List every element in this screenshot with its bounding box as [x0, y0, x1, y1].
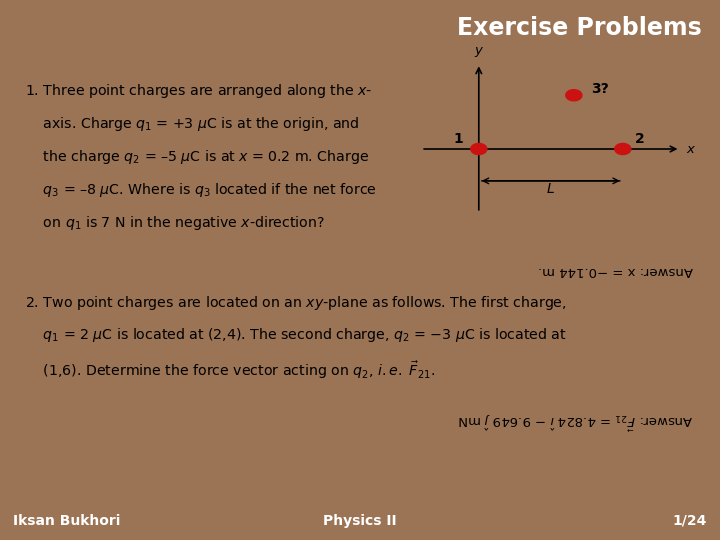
Text: Answer: $\vec{F}_{21}$ = 4.824 $\hat{\imath}$ $-$ 9.649 $\hat{\jmath}$ mN: Answer: $\vec{F}_{21}$ = 4.824 $\hat{\im… — [458, 410, 693, 430]
Text: $y$: $y$ — [474, 45, 484, 59]
Text: 1. Three point charges are arranged along the $x$-: 1. Three point charges are arranged alon… — [25, 82, 373, 100]
Text: Iksan Bukhori: Iksan Bukhori — [13, 514, 120, 528]
Text: on $q_1$ is 7 N in the negative $x$-direction?: on $q_1$ is 7 N in the negative $x$-dire… — [25, 214, 325, 232]
Text: 1: 1 — [454, 132, 464, 146]
Text: the charge $q_2$ = –5 $\mu$C is at $x$ = 0.2 m. Charge: the charge $q_2$ = –5 $\mu$C is at $x$ =… — [25, 148, 369, 166]
Text: Physics II: Physics II — [323, 514, 397, 528]
Circle shape — [566, 90, 582, 101]
Text: 2. Two point charges are located on an $xy$-plane as follows. The first charge,: 2. Two point charges are located on an $… — [25, 294, 567, 312]
Text: (1,6). Determine the force vector acting on $q_2$, $i.e.$ $\vec{F}_{21}$.: (1,6). Determine the force vector acting… — [25, 359, 436, 381]
Circle shape — [471, 144, 487, 154]
Text: $q_1$ = 2 $\mu$C is located at (2,4). The second charge, $q_2$ = −3 $\mu$C is lo: $q_1$ = 2 $\mu$C is located at (2,4). Th… — [25, 327, 567, 345]
Text: $x$: $x$ — [686, 143, 696, 156]
Text: $L$: $L$ — [546, 182, 555, 196]
Circle shape — [615, 144, 631, 154]
Text: $q_3$ = –8 $\mu$C. Where is $q_3$ located if the net force: $q_3$ = –8 $\mu$C. Where is $q_3$ locate… — [25, 181, 377, 199]
Text: 2: 2 — [635, 132, 645, 146]
Text: 3?: 3? — [591, 82, 609, 96]
Text: Exercise Problems: Exercise Problems — [457, 16, 702, 39]
Text: Answer: x = −0.144 m.: Answer: x = −0.144 m. — [538, 265, 693, 278]
Text: 1/24: 1/24 — [672, 514, 707, 528]
Text: axis. Charge $q_1$ = +3 $\mu$C is at the origin, and: axis. Charge $q_1$ = +3 $\mu$C is at the… — [25, 115, 360, 133]
